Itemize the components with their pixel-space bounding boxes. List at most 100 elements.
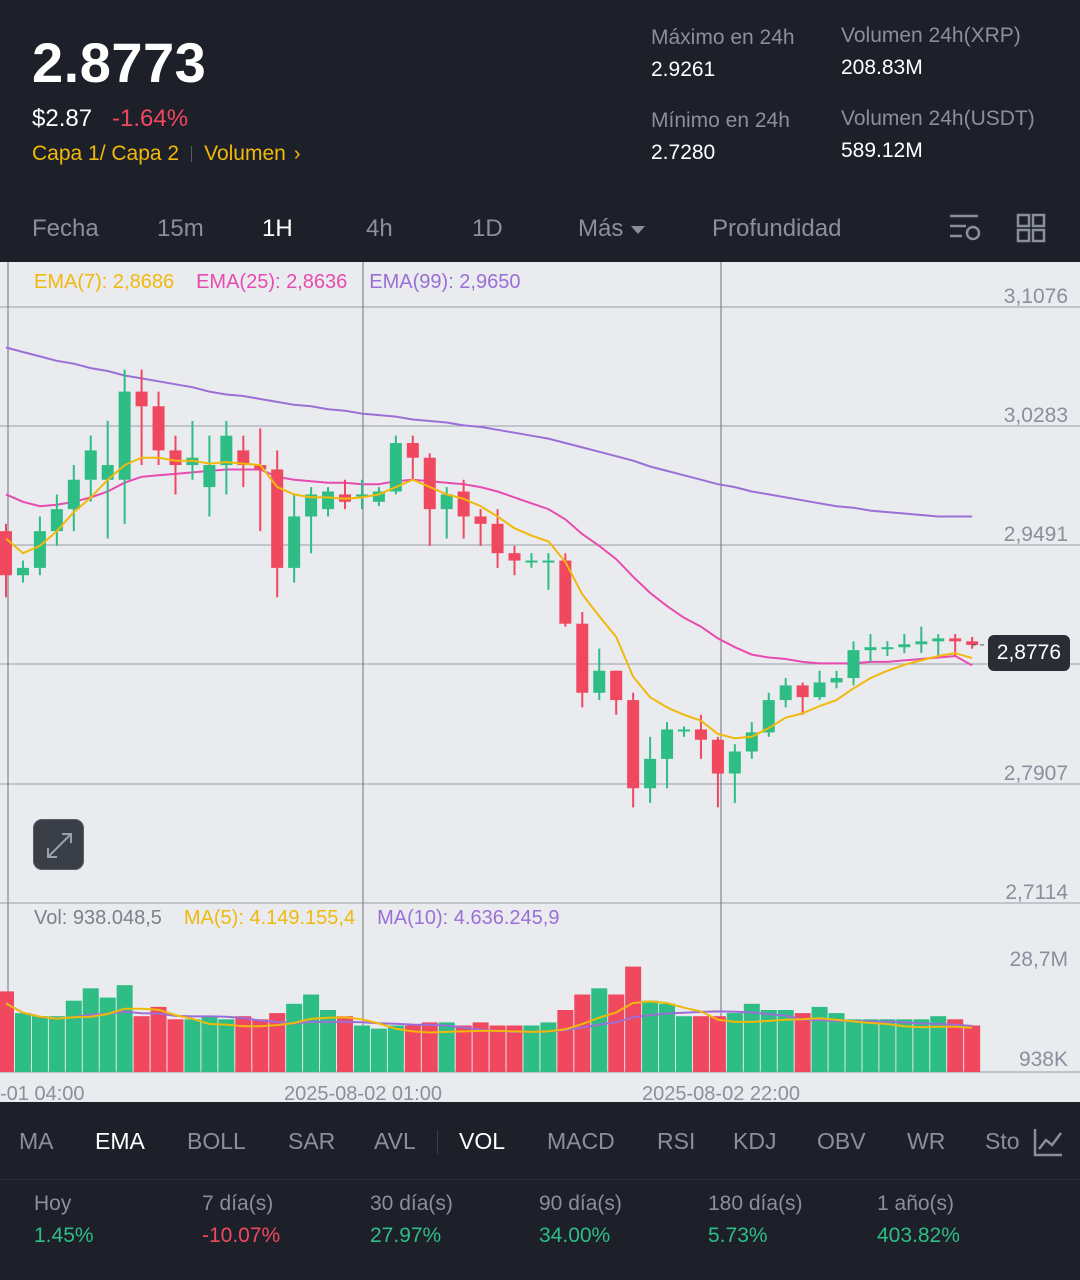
candle-body (67, 479, 80, 510)
volume-bar (676, 1016, 692, 1072)
volume-bar (133, 1016, 150, 1072)
price-change: -1.64% (112, 105, 189, 132)
tab-mas[interactable]: Más (578, 215, 646, 243)
candle-body (423, 457, 436, 510)
volume-bar (845, 1019, 862, 1072)
tab-fecha[interactable]: Fecha (32, 215, 99, 242)
candle-body (118, 391, 131, 480)
volume-bar (201, 1016, 218, 1072)
price-usd: $2.87 (32, 105, 93, 132)
price-chart[interactable]: 3,1076 3,0283 2,9491 2,7907 2,7114 28,7M 938K -… (0, 262, 1080, 1102)
legend-ma5: MA(5): 4.149.155,4 (183, 907, 356, 929)
fullscreen-button[interactable] (33, 819, 84, 870)
layout-grid-icon[interactable] (1016, 213, 1046, 243)
candle-body (813, 682, 826, 698)
candle-body (678, 729, 690, 732)
price-axis-label: 2,7114 (1005, 881, 1068, 904)
perf-label: 180 día(s) (708, 1192, 803, 1215)
volume-bar (913, 1019, 930, 1072)
candle-body (271, 469, 284, 568)
candle-body (491, 523, 504, 554)
candle-body (864, 647, 877, 651)
last-price: 2.8773 (32, 31, 207, 94)
stat-low: Mínimo en 24h 2.7280 (651, 109, 790, 165)
legend-ma10: MA(10): 4.636.245,9 (377, 907, 560, 929)
volume-bar (828, 1013, 845, 1072)
perf-value: 5.73% (708, 1224, 768, 1247)
tab-1h[interactable]: 1H (262, 215, 293, 242)
ind-macd[interactable]: MACD (547, 1128, 615, 1154)
volume-bar (337, 1016, 353, 1072)
candle-body (610, 670, 623, 701)
ema25-line (5, 468, 973, 667)
tag-volume[interactable]: Volumen (204, 142, 286, 165)
ind-sto[interactable]: Sto (985, 1128, 1020, 1154)
ind-boll[interactable]: BOLL (187, 1128, 246, 1154)
candle-body (694, 729, 707, 740)
volume-bar (794, 1013, 811, 1072)
ind-wr[interactable]: WR (907, 1128, 946, 1154)
volume-bar (286, 1003, 303, 1072)
indicator-settings-icon[interactable] (1032, 1127, 1064, 1157)
ind-ema[interactable]: EMA (95, 1128, 145, 1154)
volume-bar (540, 1022, 557, 1072)
candle-body (525, 560, 538, 563)
perf-label: 90 día(s) (539, 1192, 622, 1215)
performance-row: Hoy 1.45% 7 día(s) -10.07% 30 día(s) 27.… (0, 1180, 1080, 1280)
stat-vol-usdt: Volumen 24h(USDT) 589.12M (841, 107, 1035, 163)
tab-4h[interactable]: 4h (366, 215, 393, 242)
volume-legend: Vol: 938.048,5 MA(5): 4.149.155,4 MA(10)… (34, 907, 559, 930)
candle-body (203, 465, 216, 488)
perf-today: Hoy 1.45% (34, 1192, 94, 1248)
volume-bar (811, 1006, 828, 1072)
candle-body (372, 491, 385, 502)
volume-bar (777, 1010, 794, 1072)
volume-bar (506, 1025, 523, 1072)
tag-row: Capa 1/ Capa 2 Volumen › (32, 142, 301, 166)
candle-body (881, 647, 894, 650)
legend-ema99: EMA(99): 2,9650 (369, 271, 521, 293)
volume-bar (625, 966, 642, 1072)
volume-bar (455, 1025, 472, 1072)
candlestick-chart[interactable]: 3,1076 3,0283 2,9491 2,7907 2,7114 28,7M 938K -… (0, 262, 1080, 1102)
ind-avl[interactable]: AVL (374, 1128, 416, 1154)
candle-body (474, 516, 487, 524)
candle-body (169, 450, 182, 466)
ind-kdj[interactable]: KDJ (733, 1128, 777, 1154)
volume-bar (591, 988, 608, 1072)
candle-body (508, 553, 521, 561)
stat-vol-usdt-label: Volumen 24h(USDT) (841, 107, 1035, 130)
volume-bar (252, 1019, 269, 1072)
chart-settings-icon[interactable] (948, 212, 982, 244)
ind-ma[interactable]: MA (19, 1128, 54, 1154)
ind-sar[interactable]: SAR (288, 1128, 336, 1154)
legend-vol: Vol: 938.048,5 (34, 907, 162, 929)
ind-rsi[interactable]: RSI (657, 1128, 696, 1154)
price-axis-label: 2,9491 (1004, 523, 1068, 546)
chevron-right-icon[interactable]: › (293, 142, 301, 165)
indicator-bar: MA EMA BOLL SAR AVL VOL MACD RSI KDJ OBV… (0, 1102, 1080, 1180)
perf-value: -10.07% (202, 1224, 281, 1247)
tab-15m[interactable]: 15m (157, 215, 204, 242)
volume-bar (692, 1016, 709, 1072)
candle-body (389, 443, 402, 492)
candle-body (457, 491, 470, 517)
ind-vol[interactable]: VOL (459, 1128, 506, 1154)
volume-bar (31, 1016, 48, 1072)
price-axis-label: 2,7907 (1004, 762, 1068, 785)
perf-label: 1 año(s) (877, 1192, 955, 1215)
ind-obv[interactable]: OBV (817, 1128, 866, 1154)
candle-body (16, 567, 29, 576)
time-axis-label: 2025-08-02 22:00 (642, 1083, 800, 1102)
price-axis-label: 3,0283 (1004, 404, 1068, 427)
time-axis-label: 2025-08-02 01:00 (284, 1083, 442, 1102)
tag-divider (191, 146, 193, 162)
volume-bar (659, 1003, 676, 1072)
candle-body (576, 623, 589, 693)
tab-1d[interactable]: 1D (472, 215, 503, 242)
volume-bar (404, 1025, 421, 1072)
stat-low-value: 2.7280 (651, 141, 716, 164)
tag-layer[interactable]: Capa 1/ Capa 2 (32, 142, 180, 165)
tab-profundidad[interactable]: Profundidad (712, 215, 842, 242)
volume-bar (879, 1019, 896, 1072)
